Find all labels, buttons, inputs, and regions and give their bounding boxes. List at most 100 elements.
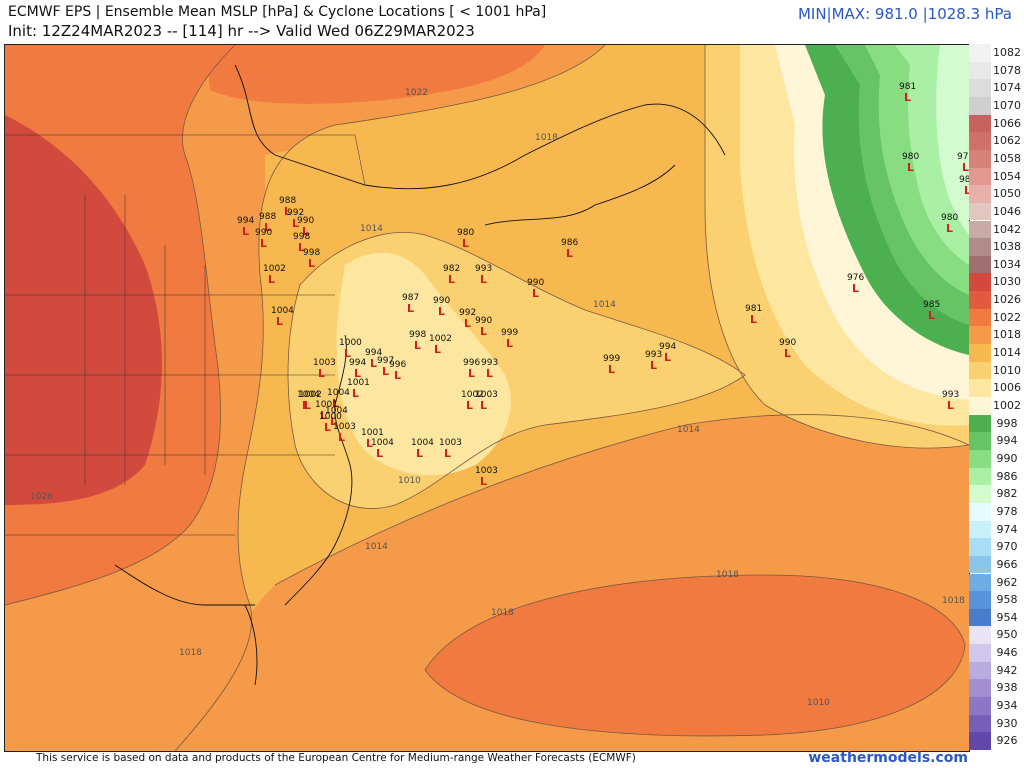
cyclone-L-symbol: L [438,305,445,318]
cyclone-L-symbol: L [352,387,359,400]
cyclone-L-symbol: L [382,365,389,378]
cyclone-pressure-label: 1003 [333,422,356,432]
pressure-color-legend: 1082 1078 1074 1070 1066 1062 1058 1054 1050 1046… [969,44,1022,750]
field-1022-north [205,45,545,104]
legend-row: 1030 [969,273,1022,292]
isobar-labels: 1022 1018 1014 1010 1026 1018 1018 1018 … [30,88,965,708]
cyclone-pressure-label: 993 [481,358,498,368]
cyclone-L-symbol: L [302,399,309,412]
legend-row: 1074 [969,79,1022,97]
cyclone-L-symbol: L [394,369,401,382]
legend-row: 1062 [969,132,1022,150]
legend-label: 970 [996,540,1018,554]
legend-row: 1006 [969,379,1022,397]
legend-swatch [969,467,991,486]
cyclone-L-symbol: L [480,475,487,488]
cyclone-pressure-label: 994 [349,358,366,368]
legend-row: 1014 [969,344,1022,362]
isobar-label: 1014 [360,224,383,234]
legend-label: 1002 [993,399,1021,412]
cyclone-L-symbol: L [344,347,351,360]
cyclone-pressure-label: 1001 [347,378,370,388]
cyclone-L-symbol: L [904,91,911,104]
cyclone-pressure-label: 998 [303,248,320,258]
cyclone-pressure-label: 1004 [411,438,434,448]
cyclone-L-symbol: L [304,399,311,412]
legend-swatch [969,555,991,574]
legend-label: 1070 [993,98,1021,112]
cyclone-pressure-label: 999 [501,328,518,338]
legend-row: 934 [969,697,1022,715]
coastlines [114,64,726,686]
legend-swatch [969,132,991,150]
mslp-map: 1022 1018 1014 1010 1026 1018 1018 1018 … [4,44,970,752]
legend-swatch [969,714,991,733]
legend-label: 1018 [993,328,1021,342]
legend-row: 1022 [969,308,1022,327]
cyclone-pressure-label: 1003 [475,466,498,476]
legend-swatch [969,167,991,186]
legend-swatch [969,361,991,380]
legend-row: 1082 [969,44,1022,62]
cyclone-pressure-label: 1003 [313,358,336,368]
cyclone-pressure-label: 990 [527,278,544,288]
cyclone-pressure-label: 993 [942,390,959,400]
legend-swatch [969,149,991,168]
field-1022-south [425,575,965,736]
cyclone-L-symbol: L [444,447,451,460]
cyclone-L-symbol: L [298,241,305,254]
cyclone-pressure-label: 994 [659,342,676,352]
cyclone-pressure-label: 1002 [429,334,452,344]
legend-row: 1010 [969,361,1022,380]
cyclone-pressure-label: 1000 [319,412,342,422]
legend-row: 954 [969,608,1022,627]
legend-swatch [969,79,991,97]
cyclone-pressure-label: 1000 [339,338,362,348]
cyclone-L-symbol: L [608,363,615,376]
isobar-label: 1018 [179,648,202,658]
legend-label: 934 [996,699,1018,713]
legend-swatch [969,679,991,698]
legend-row: 978 [969,502,1022,521]
cyclone-pressure-label: 980 [902,152,919,162]
cyclone-L-symbol: L [928,309,935,322]
legend-row: 1002 [969,397,1022,415]
legend-swatch [969,344,991,362]
legend-swatch [969,238,991,256]
cyclone-pressure-label: 990 [779,338,796,348]
legend-swatch [969,485,991,503]
isobar-label: 1010 [398,476,421,486]
legend-label: 982 [996,487,1018,501]
legend-swatch [969,626,991,645]
cyclone-pressure-label: 1002 [461,390,484,400]
cyclone-pressure-label: 976 [847,273,864,283]
cyclone-pressure-label: 992 [287,208,304,218]
cyclone-L-symbol: L [376,447,383,460]
legend-swatch [969,414,991,433]
cyclone-L-symbol: L [947,399,954,412]
legend-swatch [969,432,991,450]
legend-row: 1066 [969,114,1022,133]
legend-row: 962 [969,573,1022,592]
legend-row: 958 [969,591,1022,609]
cyclone-L-symbol: L [260,237,267,250]
legend-label: 1054 [993,169,1021,183]
cyclone-pressure-label: 990 [297,216,314,226]
brand-link[interactable]: weathermodels.com [808,750,968,766]
legend-row: 1046 [969,202,1022,221]
legend-swatch [969,449,991,468]
legend-label: 954 [996,610,1018,624]
